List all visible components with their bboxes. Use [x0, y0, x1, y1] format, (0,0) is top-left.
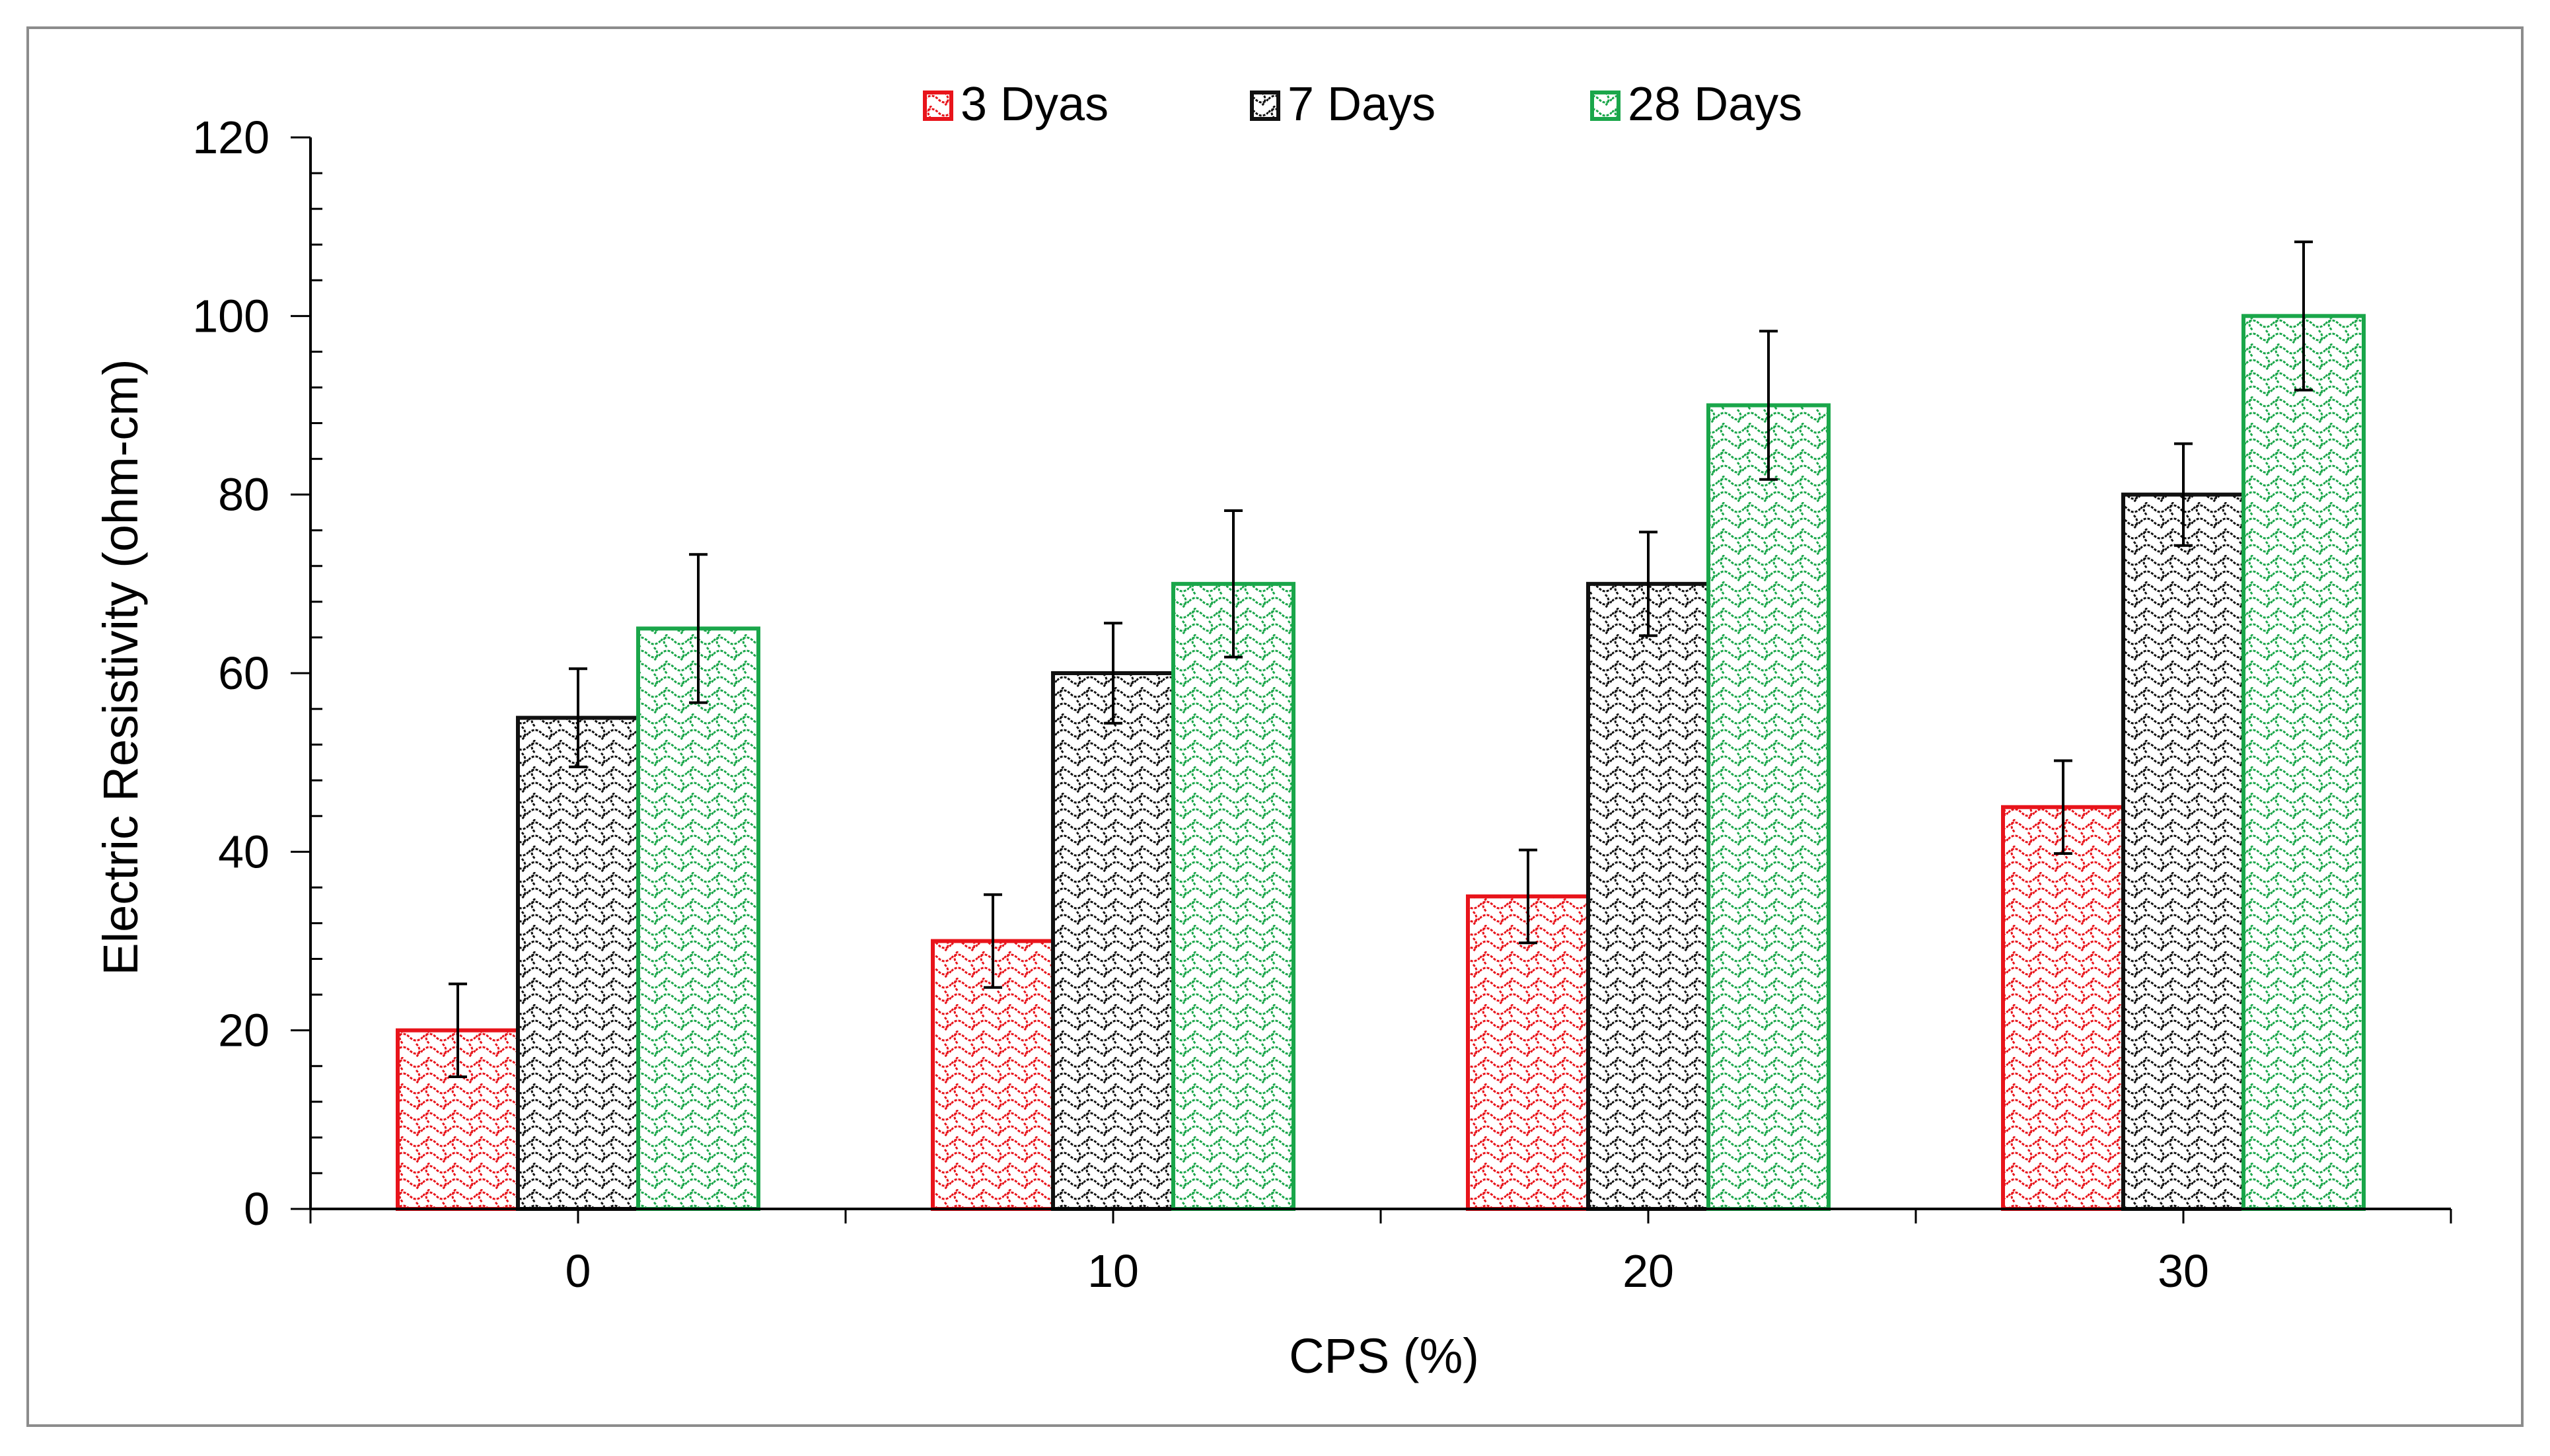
- x-tick-label: 0: [565, 1245, 591, 1297]
- legend-item-3-dyas: 3 Dyas: [923, 78, 1109, 131]
- bar-3-dyas-cps-30: [2001, 805, 2125, 1211]
- legend-swatch: [923, 91, 953, 121]
- bar-28-days-cps-0: [636, 626, 760, 1211]
- error-bar-28-days-cps-30: [2294, 240, 2313, 392]
- y-tick-label: 60: [218, 647, 270, 699]
- x-axis-label: CPS (%): [1289, 1329, 1479, 1383]
- error-bar-28-days-cps-20: [1759, 330, 1778, 481]
- legend-swatch: [1590, 91, 1621, 121]
- y-tick-label: 120: [192, 112, 270, 163]
- bar-7-days-cps-20: [1586, 581, 1710, 1211]
- error-bar-3-dyas-cps-0: [449, 982, 467, 1078]
- y-tick-label: 20: [218, 1005, 270, 1056]
- x-tick-label: 10: [1087, 1245, 1139, 1297]
- y-tick-label: 0: [244, 1183, 270, 1235]
- x-tick-label: 20: [1622, 1245, 1674, 1297]
- error-bar-7-days-cps-20: [1639, 530, 1658, 637]
- error-bar-3-dyas-cps-10: [984, 893, 1002, 989]
- y-tick-label: 80: [218, 469, 270, 521]
- bar-7-days-cps-0: [516, 715, 640, 1212]
- error-bar-7-days-cps-0: [569, 667, 587, 768]
- bar-7-days-cps-10: [1051, 671, 1175, 1211]
- legend-item-28-days: 28 Days: [1590, 78, 1802, 131]
- y-tick-label: 40: [218, 826, 270, 877]
- legend-swatch: [1250, 91, 1280, 121]
- legend-item-7-days: 7 Days: [1250, 78, 1436, 131]
- error-bar-28-days-cps-10: [1224, 509, 1243, 659]
- bar-28-days-cps-10: [1171, 581, 1295, 1211]
- bar-28-days-cps-20: [1706, 403, 1831, 1211]
- error-bar-7-days-cps-10: [1104, 622, 1122, 725]
- axes-layer: 0 20 40 60 80 100 120 0 10 20 30: [192, 112, 2452, 1297]
- bar-28-days-cps-30: [2241, 314, 2366, 1211]
- y-axis-label: Electric Resistivity (ohm-cm): [93, 359, 148, 975]
- error-bar-3-dyas-cps-30: [2054, 759, 2072, 855]
- legend-label: 3 Dyas: [961, 78, 1109, 131]
- error-bars-layer: [449, 240, 2313, 1078]
- legend-label: 7 Days: [1288, 78, 1436, 131]
- error-bar-28-days-cps-0: [689, 553, 708, 704]
- y-tick-label: 100: [192, 290, 270, 342]
- error-bar-7-days-cps-30: [2174, 442, 2193, 547]
- x-tick-label: 30: [2158, 1245, 2209, 1297]
- legend: 3 Dyas 7 Days 28 Days: [923, 78, 1802, 131]
- bar-7-days-cps-30: [2121, 492, 2245, 1212]
- error-bar-3-dyas-cps-20: [1519, 848, 1537, 945]
- legend-label: 28 Days: [1628, 78, 1802, 131]
- bars-layer: [396, 314, 2366, 1212]
